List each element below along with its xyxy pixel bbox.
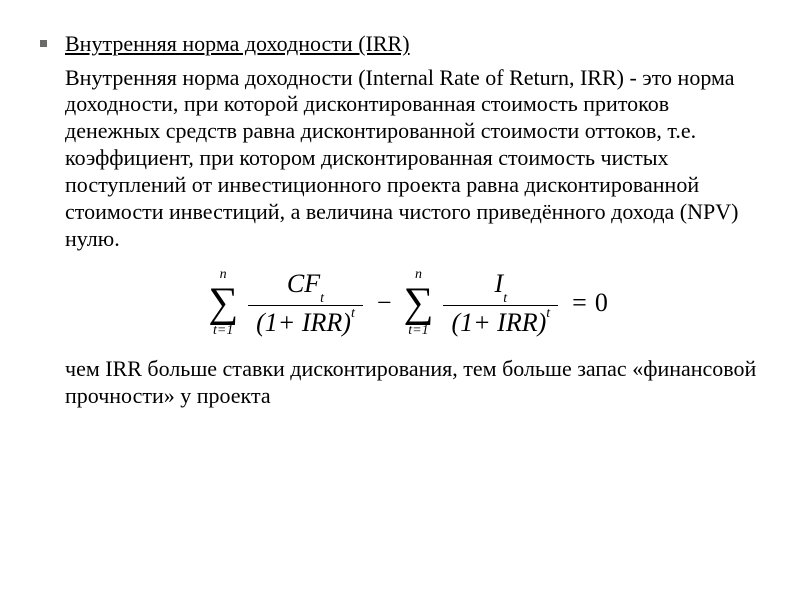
equals-op: = bbox=[572, 288, 587, 318]
sum-block-1: n ∑ t=1 bbox=[208, 268, 238, 338]
zero: 0 bbox=[595, 288, 608, 318]
fraction-2: It (1+ IRR)t bbox=[443, 269, 558, 338]
frac2-num: It bbox=[487, 269, 516, 305]
slide-body: Внутренняя норма доходности (Internal Ra… bbox=[65, 65, 760, 253]
formula: n ∑ t=1 CFt (1+ IRR)t − n ∑ t=1 It (1+ I… bbox=[60, 268, 760, 338]
sigma-icon: ∑ bbox=[208, 282, 238, 324]
sigma-icon: ∑ bbox=[404, 282, 434, 324]
frac2-den: (1+ IRR)t bbox=[443, 305, 558, 338]
sum-block-2: n ∑ t=1 bbox=[404, 268, 434, 338]
frac2-den-sup: t bbox=[546, 306, 550, 321]
frac1-num-var: CF bbox=[287, 269, 320, 298]
frac1-num-sub: t bbox=[320, 291, 324, 306]
heading-row: Внутренняя норма доходности (IRR) bbox=[60, 30, 760, 59]
frac2-den-base: (1+ IRR) bbox=[451, 308, 546, 337]
frac2-num-sub: t bbox=[503, 291, 507, 306]
fraction-1: CFt (1+ IRR)t bbox=[248, 269, 363, 338]
frac1-num: CFt bbox=[279, 269, 332, 305]
minus-op: − bbox=[377, 288, 392, 318]
closing-text: чем IRR больше ставки дисконтирования, т… bbox=[65, 356, 760, 410]
sum2-lower: t=1 bbox=[408, 324, 428, 338]
frac2-num-var: I bbox=[495, 269, 504, 298]
frac1-den-sup: t bbox=[351, 306, 355, 321]
frac1-den: (1+ IRR)t bbox=[248, 305, 363, 338]
bullet-icon bbox=[40, 40, 47, 47]
sum1-lower: t=1 bbox=[213, 324, 233, 338]
frac1-den-base: (1+ IRR) bbox=[256, 308, 351, 337]
slide-heading: Внутренняя норма доходности (IRR) bbox=[65, 30, 410, 59]
